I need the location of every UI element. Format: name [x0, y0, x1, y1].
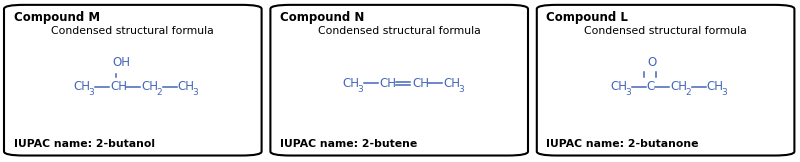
Text: O: O	[647, 56, 657, 69]
Text: 3: 3	[722, 88, 727, 97]
Text: CH: CH	[379, 77, 396, 90]
Text: C: C	[646, 80, 655, 93]
Text: 3: 3	[358, 85, 363, 94]
Text: Compound M: Compound M	[14, 11, 100, 24]
Text: Condensed structural formula: Condensed structural formula	[318, 26, 481, 36]
Text: Condensed structural formula: Condensed structural formula	[584, 26, 747, 36]
Text: Compound N: Compound N	[280, 11, 364, 24]
Text: CH: CH	[610, 80, 627, 93]
Text: Condensed structural formula: Condensed structural formula	[51, 26, 214, 36]
Text: CH: CH	[178, 80, 194, 93]
Text: 3: 3	[625, 88, 631, 97]
Text: 3: 3	[89, 88, 94, 97]
Text: CH: CH	[74, 80, 90, 93]
Text: OH: OH	[112, 56, 130, 69]
Text: IUPAC name: 2-butanol: IUPAC name: 2-butanol	[14, 139, 154, 149]
FancyBboxPatch shape	[270, 5, 528, 156]
Text: 2: 2	[156, 88, 162, 97]
Text: CH: CH	[706, 80, 723, 93]
Text: CH: CH	[412, 77, 429, 90]
Text: CH: CH	[443, 77, 460, 90]
Text: CH: CH	[342, 77, 360, 90]
FancyBboxPatch shape	[4, 5, 262, 156]
Text: CH: CH	[110, 80, 127, 93]
FancyBboxPatch shape	[537, 5, 794, 156]
Text: IUPAC name: 2-butene: IUPAC name: 2-butene	[280, 139, 418, 149]
Text: Compound L: Compound L	[546, 11, 628, 24]
Text: IUPAC name: 2-butanone: IUPAC name: 2-butanone	[546, 139, 699, 149]
Text: 3: 3	[193, 88, 198, 97]
Text: CH: CH	[141, 80, 158, 93]
Text: 3: 3	[458, 85, 464, 94]
Text: CH: CH	[670, 80, 687, 93]
Text: 2: 2	[685, 88, 690, 97]
